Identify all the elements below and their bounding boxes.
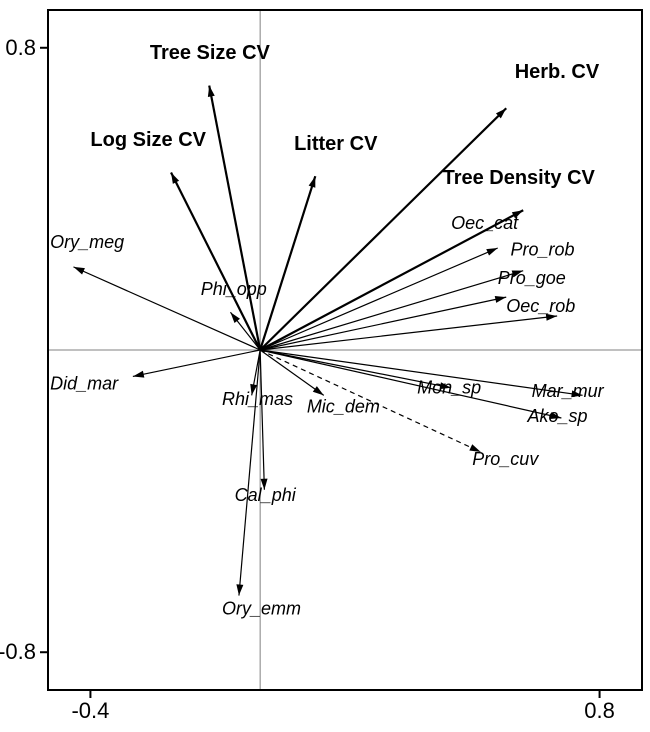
env-label: Tree Density CV — [443, 167, 596, 189]
env-label: Log Size CV — [90, 129, 206, 151]
x-tick-label: 0.8 — [584, 698, 615, 723]
env-label: Tree Size CV — [150, 42, 271, 64]
species-label: Pro_rob — [510, 240, 574, 260]
species-label: Mar_mur — [532, 381, 605, 401]
chart-svg: -0.4 0.8 0.8 -0.8 Tree Size CV Herb. CV Log Si… — [0, 0, 650, 732]
y-tick-label: 0.8 — [5, 35, 36, 60]
species-label: Pro_cuv — [472, 449, 539, 469]
species-label: Phi_opp — [201, 279, 267, 299]
species-label: Mic_dem — [307, 396, 380, 416]
env-label: Litter CV — [294, 133, 378, 155]
species-label: Oec_rob — [506, 296, 575, 316]
species-label: Ory_emm — [222, 598, 301, 618]
species-label: Ory_meg — [50, 232, 124, 252]
env-label: Herb. CV — [515, 61, 600, 83]
species-label: Pro_goe — [498, 268, 566, 288]
biplot-chart: -0.4 0.8 0.8 -0.8 Tree Size CV Herb. CV Log Si… — [0, 0, 650, 732]
x-tick-label: -0.4 — [71, 698, 109, 723]
species-label: Cal_phi — [235, 485, 297, 505]
species-label: Did_mar — [50, 374, 119, 394]
species-label: Rhi_mas — [222, 389, 293, 409]
species-label: Ako_sp — [526, 406, 587, 426]
y-tick-label: -0.8 — [0, 639, 36, 664]
species-label: Oec_cat — [451, 213, 519, 233]
